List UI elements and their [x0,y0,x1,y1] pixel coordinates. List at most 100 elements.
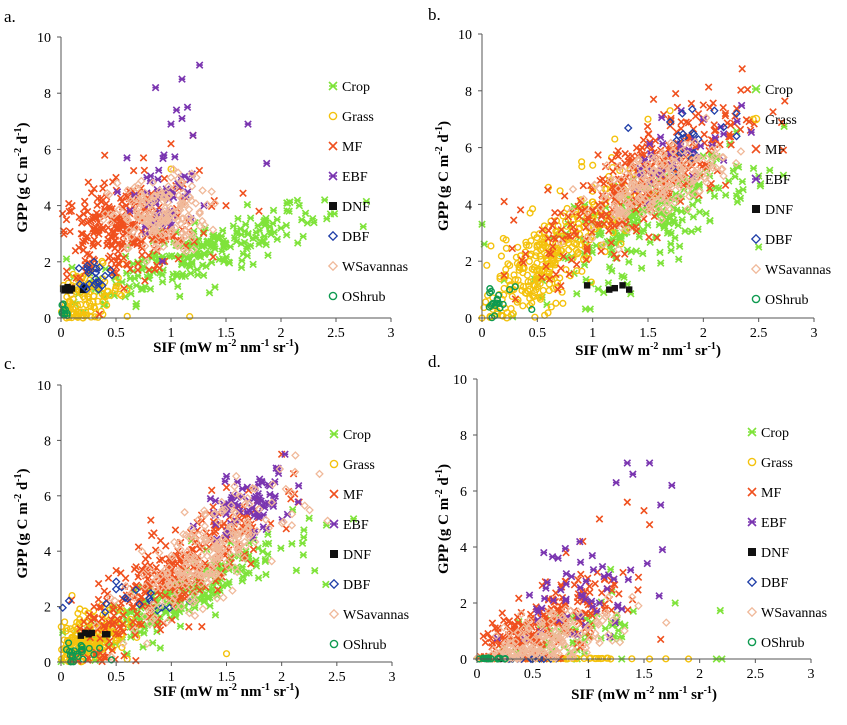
point-wsavannas [195,221,205,231]
point-mf [122,260,131,268]
legend-marker-wsavannas [746,606,758,618]
point-wsavannas [648,199,657,209]
point-wsavannas [231,471,241,481]
point-crop [689,213,698,221]
point-wsavannas [198,186,207,195]
point-grass [530,292,538,301]
point-wsavannas [132,223,142,232]
point-crop [573,290,581,298]
x-tick-label: 0 [479,326,486,341]
point-wsavannas [643,160,653,170]
point-crop [299,232,307,241]
point-wsavannas [137,189,146,199]
point-grass [575,224,584,232]
point-mf [559,252,568,261]
point-mf [139,154,148,162]
point-wsavannas [142,257,151,267]
point-ebf [200,201,208,210]
point-mf [583,245,591,254]
x-tick-label: 2 [696,667,703,682]
legend-label: Crop [761,426,789,441]
point-mf [574,202,582,211]
point-grass [103,301,111,309]
point-grass [222,650,231,658]
points [57,61,371,322]
point-mf [79,217,87,225]
point-crop [242,244,251,253]
x-axis-label: SIF (mW m-2 nm-1 sr-1) [154,682,300,700]
point-wsavannas [113,178,122,188]
point-wsavannas [633,184,643,193]
point-mf [91,223,100,232]
point-mf [551,209,559,217]
point-grass [73,301,82,309]
point-wsavannas [567,206,577,215]
point-wsavannas [678,146,687,156]
point-dbf [106,266,115,275]
legend-marker-oshrub [329,639,339,649]
point-mf [129,166,138,175]
point-wsavannas [602,161,612,170]
point-mf [542,262,550,271]
point-mf [597,212,606,221]
point-wsavannas [202,200,212,209]
point-wsavannas [159,242,168,251]
point-mf [582,223,590,232]
y-tick-label: 2 [460,597,467,612]
point-grass [510,271,518,279]
point-ebf [123,154,131,162]
point-mf [645,233,653,241]
point-crop [665,228,673,236]
legend-marker-wsavannas [327,260,339,272]
point-mf [649,95,658,104]
point-crop [176,292,184,301]
legend-label: EBF [761,516,787,531]
point-mf [141,555,150,563]
point-wsavannas [133,211,143,221]
point-wsavannas [136,232,146,241]
point-mf [579,181,588,190]
x-tick-label: 0 [58,326,65,341]
point-wsavannas [179,232,189,241]
point-dbf [74,263,84,273]
point-wsavannas [143,229,153,238]
point-crop [200,249,208,258]
point-crop [294,239,302,247]
point-mf [190,237,198,246]
point-crop [303,219,312,227]
point-wsavannas [647,170,657,180]
point-mf [557,226,566,234]
point-mf [607,239,616,247]
point-wsavannas [655,168,665,177]
point-grass [530,231,538,239]
point-crop [756,182,765,190]
point-wsavannas [670,157,680,167]
point-crop [320,196,329,204]
point-mf [656,635,665,644]
panel-1: b. 0 0.5 1 1.5 2 2.5 3 0 2 4 6 8 10 SIF (mW m-2 nm-1 s… [428,5,831,359]
point-wsavannas [556,238,566,248]
point-grass [558,288,566,296]
point-crop [222,241,230,249]
point-grass [68,308,76,316]
point-wsavannas [706,157,715,167]
point-grass [573,240,581,248]
point-wsavannas [149,211,159,221]
point-mf [120,284,128,293]
point-crop [204,237,212,245]
point-ebf [658,139,667,148]
point-wsavannas [718,152,727,162]
point-ebf [183,103,192,112]
point-mf [634,573,643,582]
point-grass [502,244,510,252]
point-grass [559,212,567,220]
point-wsavannas [625,186,635,195]
point-mf [198,622,206,631]
point-wsavannas [669,140,678,150]
point-grass [511,275,520,284]
point-mf [545,275,554,283]
legend-label: Grass [343,458,375,473]
point-grass [90,303,98,311]
point-mf [537,273,546,282]
point-mf [557,209,565,217]
